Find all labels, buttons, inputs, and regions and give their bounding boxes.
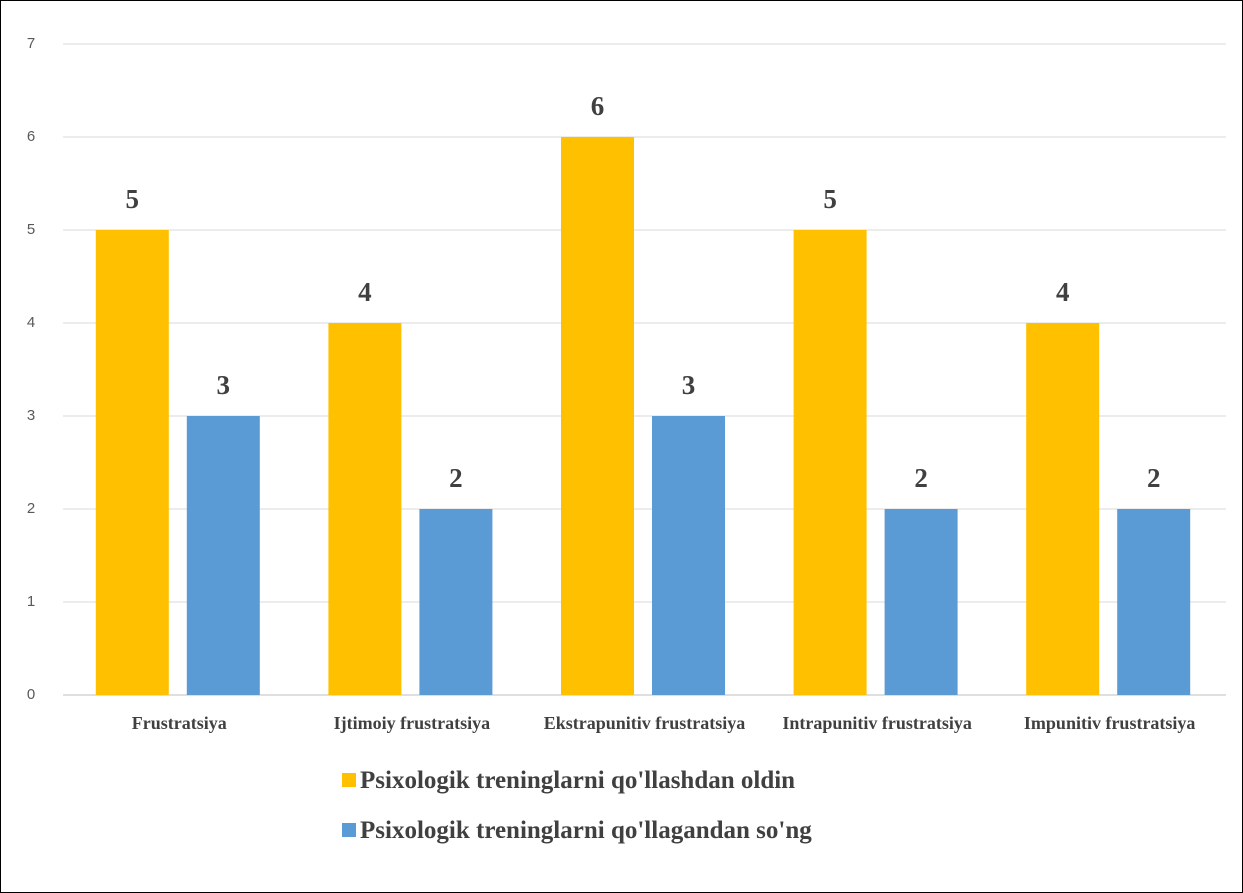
- bar: [884, 509, 958, 695]
- data-label: 6: [591, 91, 605, 121]
- bar: [419, 509, 493, 695]
- legend-label: Psixologik treninglarni qo'llagandan so'…: [360, 817, 812, 844]
- data-label: 4: [1056, 277, 1070, 307]
- x-tick-label: Intrapunitiv frustratsiya: [782, 713, 972, 733]
- y-tick-label: 3: [27, 407, 35, 424]
- data-label: 5: [126, 184, 140, 214]
- bar: [1026, 323, 1100, 695]
- bar: [328, 323, 402, 695]
- y-tick-label: 7: [27, 35, 35, 52]
- data-label: 2: [1147, 463, 1161, 493]
- legend-entry: Psixologik treninglarni qo'llashdan oldi…: [342, 767, 795, 795]
- x-tick-label: Frustratsiya: [131, 713, 227, 733]
- bar: [1117, 509, 1191, 695]
- data-label: 2: [914, 463, 928, 493]
- data-label: 2: [449, 463, 463, 493]
- data-label: 4: [358, 277, 372, 307]
- bar: [652, 416, 725, 695]
- x-tick-label: Ijtimoiy frustratsiya: [333, 713, 491, 733]
- bar: [95, 230, 169, 695]
- y-tick-label: 6: [27, 128, 35, 145]
- data-label: 3: [682, 370, 696, 400]
- y-tick-label: 4: [27, 314, 35, 331]
- legend-entry: Psixologik treninglarni qo'llagandan so'…: [342, 817, 812, 845]
- data-label: 5: [823, 184, 837, 214]
- legend-label: Psixologik treninglarni qo'llashdan oldi…: [360, 767, 796, 794]
- y-tick-label: 1: [27, 593, 35, 610]
- y-tick-label: 0: [27, 686, 35, 703]
- bar: [186, 416, 260, 695]
- legend-swatch: [342, 773, 356, 787]
- y-tick-label: 2: [27, 500, 35, 517]
- bar: [793, 230, 867, 695]
- bar: [561, 137, 634, 695]
- data-label: 3: [217, 370, 231, 400]
- legend-swatch: [342, 823, 356, 837]
- x-tick-label: Impunitiv frustratsiya: [1023, 713, 1196, 733]
- x-tick-label: Ekstrapunitiv frustratsiya: [543, 713, 746, 733]
- y-tick-label: 5: [27, 221, 35, 238]
